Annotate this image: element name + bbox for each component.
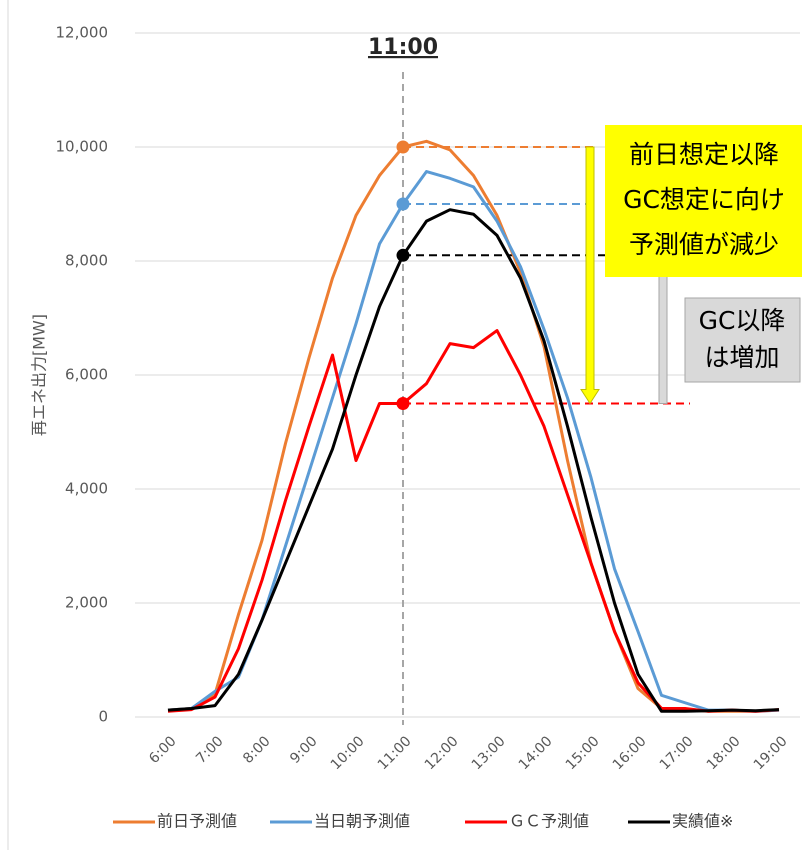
y-axis-label: 再エネ出力[MW]	[30, 314, 49, 436]
decrease-note: GC想定に向け	[623, 185, 785, 214]
highlight-marker	[396, 248, 410, 262]
series-line	[167, 170, 780, 713]
decrease-note-box	[605, 125, 802, 277]
legend-label: 実績値※	[672, 812, 733, 831]
y-tick-label: 8,000	[65, 252, 108, 270]
legend-label: ＧＣ予測値	[509, 812, 589, 831]
y-tick-label: 10,000	[56, 138, 109, 156]
legend-label: 前日予測値	[157, 812, 237, 831]
highlight-label: 11:00	[368, 35, 438, 60]
increase-note: は増加	[704, 343, 779, 372]
y-tick-label: 0	[98, 708, 108, 726]
highlight-marker	[396, 140, 410, 154]
increase-note: GC以降	[699, 306, 786, 335]
increase-note-box	[684, 297, 801, 383]
y-tick-label: 6,000	[65, 366, 108, 384]
series-line	[167, 208, 780, 713]
y-tick-label: 4,000	[65, 480, 108, 498]
highlight-marker	[396, 197, 410, 211]
legend-label: 当日朝予測値	[314, 812, 410, 831]
y-tick-label: 2,000	[65, 594, 108, 612]
series-line	[167, 329, 780, 713]
decrease-note: 予測値が減少	[629, 230, 779, 259]
decrease-note: 前日想定以降	[629, 140, 779, 169]
highlight-marker	[396, 397, 410, 410]
y-tick-label: 12,000	[56, 24, 109, 42]
decrease-arrow	[580, 146, 600, 405]
